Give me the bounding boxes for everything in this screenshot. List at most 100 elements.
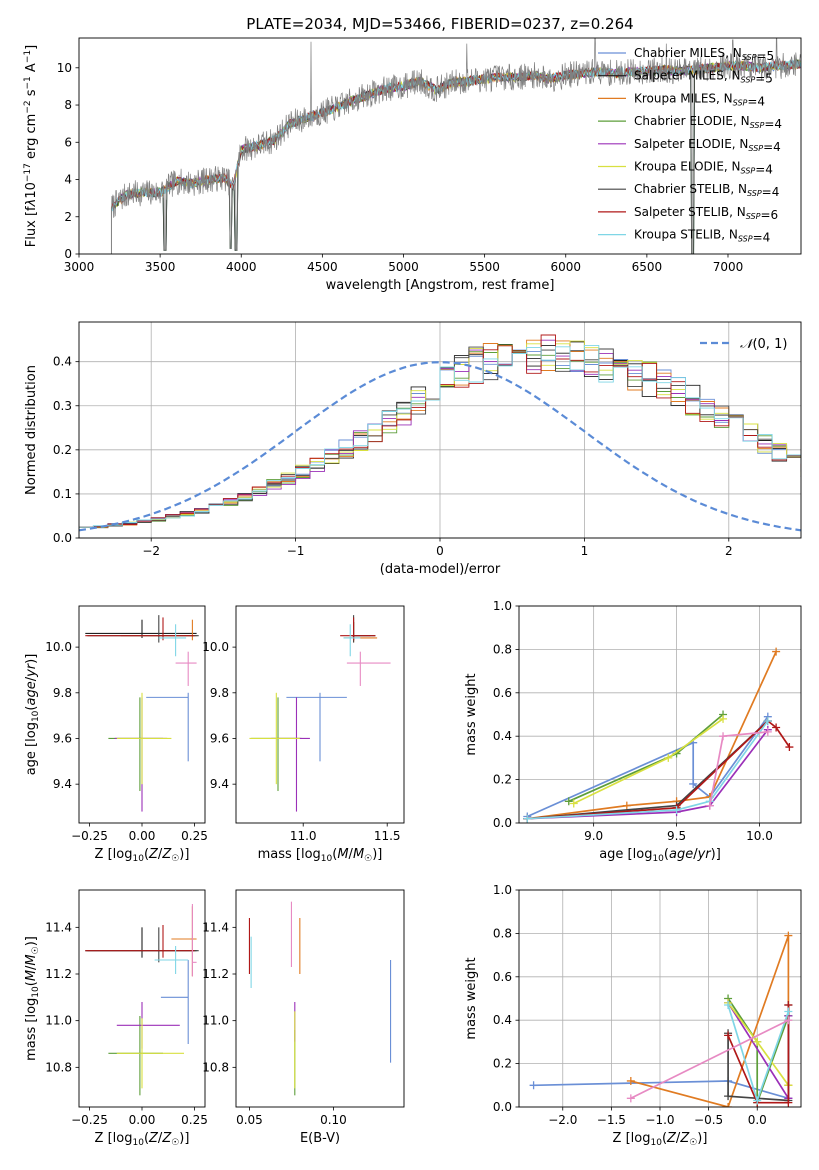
legend-label: Salpeter STELIB, NSSP=6 (634, 205, 778, 222)
figure-title: PLATE=2034, MJD=53466, FIBERID=0237, z=0… (246, 15, 633, 33)
x-tick-label: −2.0 (548, 1113, 577, 1127)
weight-line (727, 998, 790, 1103)
chart-weight-vs-age: 9.0 9.5 10.0 0.0 0.2 0.4 0.6 0.8 1.0 age [log10(a… (464, 599, 802, 864)
x-tick-label: 11.5 (374, 829, 401, 843)
axes-frame (78, 321, 802, 539)
y-tick-label: 10.0 (45, 640, 72, 654)
legend-label: 𝒩(0, 1) (740, 337, 787, 352)
axes-frame (78, 37, 802, 255)
axes-frame (518, 889, 802, 1108)
axes-frame (235, 889, 405, 1108)
legend-label: Salpeter MILES, NSSP=5 (634, 69, 773, 86)
x-tick-label: 3000 (64, 260, 95, 274)
legend-label: Kroupa STELIB, NSSP=4 (634, 228, 770, 245)
x-tick-label: −1.5 (597, 1113, 626, 1127)
x-tick-label: 0.00 (129, 1113, 156, 1127)
x-tick-label: 9.5 (667, 829, 686, 843)
marks-mass-vs-ebv (248, 901, 392, 1096)
weight-marker (753, 1037, 762, 1046)
x-tick-label: 5000 (388, 260, 419, 274)
histogram-8 (79, 344, 801, 538)
weight-marker (705, 801, 714, 810)
y-tick-label: 11.2 (202, 967, 229, 981)
y-axis-label: age [log10(age/yr)] (24, 654, 41, 776)
y-tick-label: 0.6 (493, 686, 512, 700)
weight-marker (523, 814, 532, 823)
x-axis-label: Z [log10(Z/Z☉)] (95, 847, 190, 864)
y-tick-label: 0.4 (493, 1013, 512, 1027)
weight-line (727, 1002, 790, 1086)
y-tick-label: 0.4 (53, 355, 72, 369)
y-tick-label: 10.0 (202, 640, 229, 654)
y-tick-label: 11.0 (202, 1014, 229, 1028)
weight-marker (784, 1007, 793, 1016)
y-tick-label: 6 (64, 135, 72, 149)
weight-line (727, 1005, 790, 1104)
histogram-0 (79, 349, 801, 538)
histogram-3 (79, 344, 801, 538)
weight-marker (724, 1103, 733, 1107)
weight-marker (529, 1081, 538, 1090)
weight-marker (626, 1076, 635, 1085)
weight-marker (564, 797, 573, 806)
x-tick-label: 4000 (226, 260, 257, 274)
y-tick-label: 11.0 (45, 1014, 72, 1028)
legend-label: Kroupa ELODIE, NSSP=4 (634, 160, 773, 177)
marks-mass-vs-z (85, 904, 199, 1096)
legend: 𝒩(0, 1) (700, 337, 787, 352)
model-line-6 (110, 59, 801, 254)
marks-age-vs-z (85, 615, 199, 812)
y-tick-label: 11.2 (45, 967, 72, 981)
model-line-3 (110, 58, 801, 254)
x-axis-label: (data-model)/error (380, 562, 501, 577)
weight-marker (719, 714, 728, 723)
x-tick-label: 10.0 (746, 829, 773, 843)
legend-label: Chabrier STELIB, NSSP=4 (634, 182, 779, 199)
x-axis-label: age [log10(age/yr)] (599, 847, 721, 864)
y-tick-label: 0.0 (493, 1100, 512, 1114)
weight-line (527, 729, 769, 820)
x-tick-label: −1.0 (645, 1113, 674, 1127)
weight-marker (785, 743, 794, 752)
y-tick-label: 9.8 (210, 686, 229, 700)
x-tick-label: 6000 (550, 260, 581, 274)
y-tick-label: 8 (64, 98, 72, 112)
x-tick-label: −0.25 (71, 829, 108, 843)
weight-marker (763, 727, 772, 736)
weight-marker (724, 1031, 733, 1040)
weight-marker (626, 1094, 635, 1103)
normal-curve (79, 361, 801, 532)
weight-line (630, 1019, 789, 1100)
y-tick-label: 9.8 (53, 686, 72, 700)
y-tick-label: 11.4 (202, 920, 229, 934)
weight-marker (724, 1092, 733, 1101)
legend-label: Chabrier ELODIE, NSSP=4 (634, 114, 782, 131)
chart-age-vs-mass: 11.0 11.5 9.4 9.6 9.8 10.0 mass [log10(M/M☉)] (202, 605, 405, 864)
axes-frame (78, 889, 206, 1108)
x-tick-label: 0.25 (181, 1113, 208, 1127)
x-tick-label: 11.0 (290, 829, 317, 843)
y-tick-label: 0.0 (53, 531, 72, 545)
weight-marker (672, 805, 681, 814)
x-tick-label: 2 (725, 544, 733, 558)
weight-marker (689, 779, 698, 788)
y-tick-label: 10.8 (202, 1060, 229, 1074)
y-tick-label: 0.8 (493, 642, 512, 656)
weight-marker (724, 1001, 733, 1010)
y-tick-label: 0.2 (493, 773, 512, 787)
x-tick-label: 6500 (632, 260, 663, 274)
weight-marker (784, 931, 793, 940)
x-tick-label: 0.05 (236, 1113, 263, 1127)
y-tick-label: 0.2 (53, 443, 72, 457)
marks-weight-vs-z (529, 931, 793, 1107)
weight-marker (772, 723, 781, 732)
y-axis-label: Normed distribution (24, 365, 39, 495)
weight-marker (772, 647, 781, 656)
y-tick-label: 0.4 (493, 729, 512, 743)
model-line-0 (111, 59, 801, 254)
y-tick-label: 4 (64, 173, 72, 187)
y-axis-label: mass [log10(M/M☉)] (24, 936, 41, 1061)
y-axis-label: mass weight (464, 673, 479, 755)
x-tick-label: 0.0 (748, 1113, 767, 1127)
legend-label: Salpeter ELODIE, NSSP=4 (634, 137, 781, 154)
